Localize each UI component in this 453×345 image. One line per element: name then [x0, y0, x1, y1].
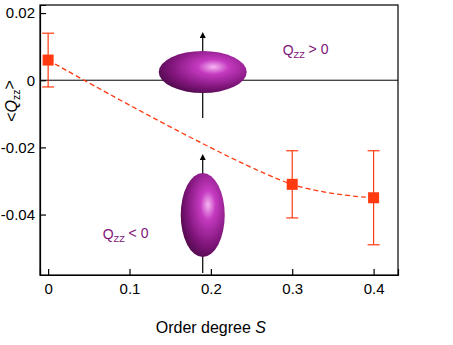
- tick-mark: [292, 269, 293, 275]
- tick-mark: [40, 13, 46, 14]
- tick: 0.2: [201, 269, 222, 297]
- tick-mark: [129, 269, 130, 275]
- point: [368, 192, 379, 203]
- annotation: QZZ > 0: [283, 41, 329, 60]
- x-axis-title: Order degree S: [156, 319, 267, 336]
- tick-label: 0.4: [364, 280, 385, 297]
- tick-label: 0.02: [6, 4, 35, 21]
- tick-label: 0.2: [201, 280, 222, 297]
- text-part: <: [3, 112, 20, 121]
- tick-label: 0: [27, 72, 35, 89]
- tick-mark: [211, 269, 212, 275]
- error-bar-cap: [42, 33, 54, 34]
- error-bar: [286, 151, 298, 218]
- text-part: Q: [3, 100, 20, 112]
- tick-label: -0.04: [1, 206, 35, 223]
- tick: -0.04: [1, 206, 46, 223]
- tick-mark: [48, 269, 49, 275]
- text-part: Order degree: [156, 319, 256, 336]
- text-part: >: [1, 80, 18, 89]
- error-bar: [368, 151, 380, 245]
- series-line: [48, 60, 373, 198]
- point: [43, 55, 54, 66]
- text-part: Q: [103, 226, 114, 242]
- tick-mark: [40, 214, 46, 215]
- point: [287, 179, 298, 190]
- error-bar-cap: [368, 150, 380, 151]
- error-bar-cap: [286, 217, 298, 218]
- tick-label: 0: [44, 280, 52, 297]
- tick-label: -0.02: [1, 139, 35, 156]
- error-bar-cap: [368, 244, 380, 245]
- text-part: > 0: [305, 41, 329, 57]
- text-part: S: [255, 319, 266, 336]
- tick: 0.4: [364, 269, 385, 297]
- tick: 0.1: [120, 269, 141, 297]
- prolate-ellipsoid: [181, 173, 225, 257]
- plot-frame: [40, 5, 398, 275]
- error-bar: [42, 33, 54, 87]
- tick-label: 0.3: [282, 280, 303, 297]
- error-bar-cap: [286, 150, 298, 151]
- tick: 0.3: [282, 269, 303, 297]
- tick-label: 0.1: [120, 280, 141, 297]
- chart: 00.10.20.30.4-0.04-0.0200.02QZZ > 0QZZ <…: [0, 0, 453, 345]
- text-part: Q: [283, 42, 294, 58]
- text-subscript: ZZ: [294, 50, 306, 60]
- annotation: QZZ < 0: [103, 225, 149, 244]
- text-subscript: ZZ: [114, 234, 126, 244]
- marks: [42, 33, 379, 245]
- axis-line: [41, 6, 47, 276]
- annotation-shapes: [159, 35, 247, 273]
- tick-mark: [40, 147, 46, 148]
- x-axis: 0 0.1 0.2 0.3 0.4: [41, 269, 399, 297]
- tick: -0.02: [1, 139, 46, 156]
- error-bar-cap: [42, 86, 54, 87]
- text-subscript: zz: [11, 90, 22, 100]
- y-axis: -0.04 -0.02 0 0.02: [1, 4, 46, 275]
- tick-mark: [373, 269, 374, 275]
- tick: 0: [44, 269, 52, 297]
- plot: 00.10.20.30.4-0.04-0.0200.02QZZ > 0QZZ <…: [1, 4, 399, 296]
- y-axis-title: <Qzz>: [1, 80, 22, 122]
- oblate-ellipsoid: [159, 51, 247, 93]
- text-part: < 0: [125, 225, 149, 241]
